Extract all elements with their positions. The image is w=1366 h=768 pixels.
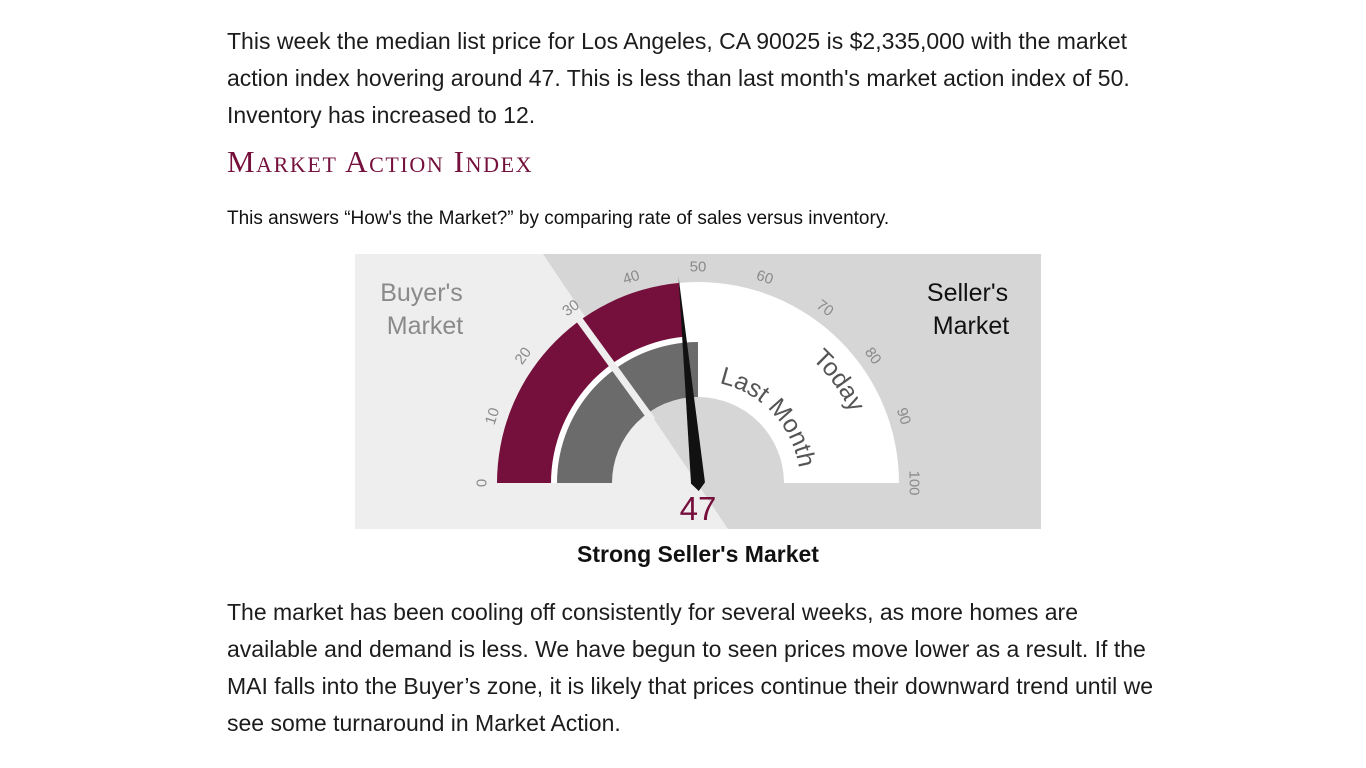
gauge-svg: 0 10 20 30 40 50 60 70 80 90 100 Buyer's Market Se… xyxy=(355,254,1041,529)
gauge-arcs xyxy=(497,282,899,483)
tick-label-90: 90 xyxy=(893,406,914,427)
gauge-value-label: 47 xyxy=(680,490,717,527)
tick-label-80: 80 xyxy=(861,344,885,367)
tick-label-70: 70 xyxy=(813,296,836,320)
market-action-gauge: 0 10 20 30 40 50 60 70 80 90 100 Buyer's Market Se… xyxy=(355,254,1041,529)
tick-label-10: 10 xyxy=(482,406,503,427)
tick-label-20: 20 xyxy=(511,344,535,367)
tick-label-100: 100 xyxy=(906,470,923,495)
tick-label-30: 30 xyxy=(559,296,582,320)
section-subtitle: This answers “How's the Market?” by comp… xyxy=(227,208,890,229)
sellers-market-label: Seller's Market xyxy=(927,279,1015,340)
intro-paragraph: This week the median list price for Los … xyxy=(227,28,1130,128)
tick-label-40: 40 xyxy=(621,267,642,288)
tick-label-60: 60 xyxy=(754,267,775,288)
gauge-needle xyxy=(678,276,705,491)
buyers-market-label: Buyer's Market xyxy=(380,279,470,340)
tick-label-0: 0 xyxy=(474,479,491,487)
last-month-ring-fill xyxy=(554,339,698,483)
tick-label-50: 50 xyxy=(690,259,707,276)
gauge-tick-labels: 0 10 20 30 40 50 60 70 80 90 100 xyxy=(474,259,923,496)
market-status-caption: Strong Seller's Market xyxy=(577,541,819,567)
section-title: Market Action Index xyxy=(227,144,534,179)
outro-paragraph: The market has been cooling off consiste… xyxy=(227,599,1153,736)
buyers-zone-divider xyxy=(569,308,655,422)
